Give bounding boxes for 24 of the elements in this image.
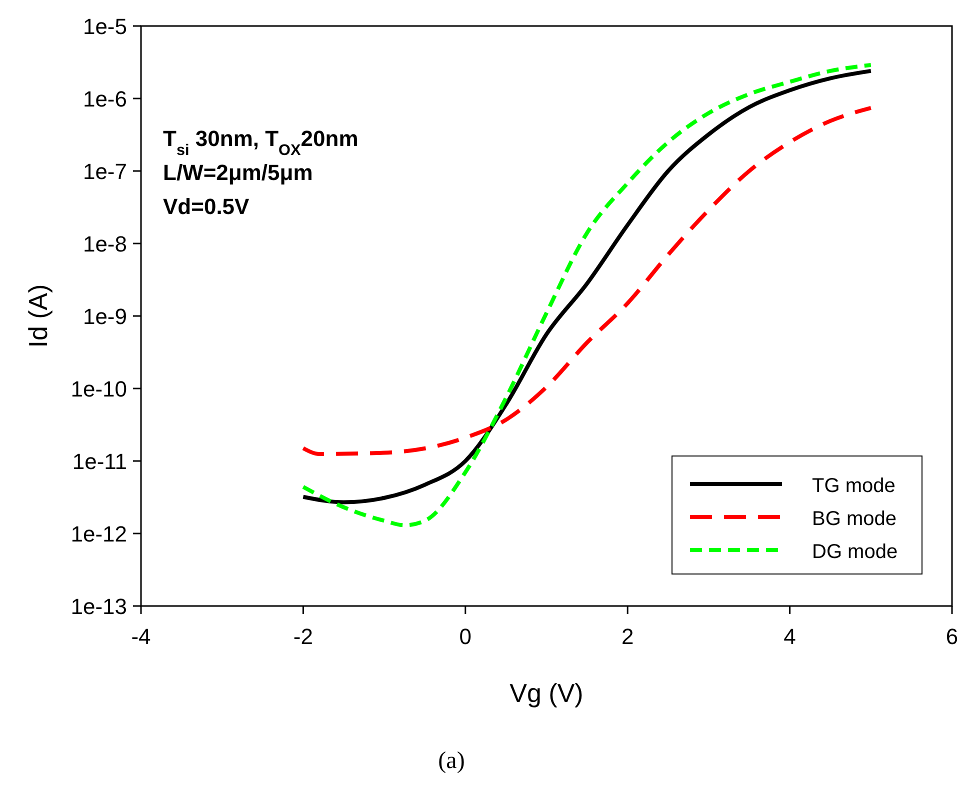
x-tick-label: 2	[621, 624, 634, 649]
legend-label: TG mode	[812, 475, 896, 497]
y-tick-label: 1e-6	[82, 86, 127, 112]
annotation: L/W=2μm/5μm	[163, 160, 313, 185]
y-tick-label: 1e-11	[72, 449, 127, 474]
text: (a)	[438, 748, 465, 774]
y-tick-label: 1e-12	[70, 522, 127, 546]
legend-label: DG mode	[812, 541, 898, 563]
x-tick-label: 6	[946, 624, 958, 649]
x-tick-label: 4	[784, 624, 796, 649]
y-axis-title: Id (A)	[23, 284, 54, 348]
y-tick-label: 1e-7	[82, 159, 127, 184]
y-tick-label: 1e-10	[70, 376, 127, 402]
annotation: Vd=0.5V	[163, 194, 250, 219]
annotation: T$_{si}$ 30nm, T$_{OX}$20nm	[163, 126, 358, 158]
y-tick-label: 1e-9	[82, 304, 127, 329]
y-tick-label: 1e-5	[82, 14, 127, 39]
x-tick-label: 0	[459, 624, 472, 649]
y-tick-label: 1e-8	[82, 232, 127, 256]
x-tick-label: -2	[293, 624, 313, 649]
x-tick-label: -4	[131, 624, 151, 649]
y-tick-label: 1e-13	[70, 594, 127, 619]
legend-label: BG mode	[812, 508, 896, 530]
x-axis-title: Vg (V)	[510, 678, 584, 708]
